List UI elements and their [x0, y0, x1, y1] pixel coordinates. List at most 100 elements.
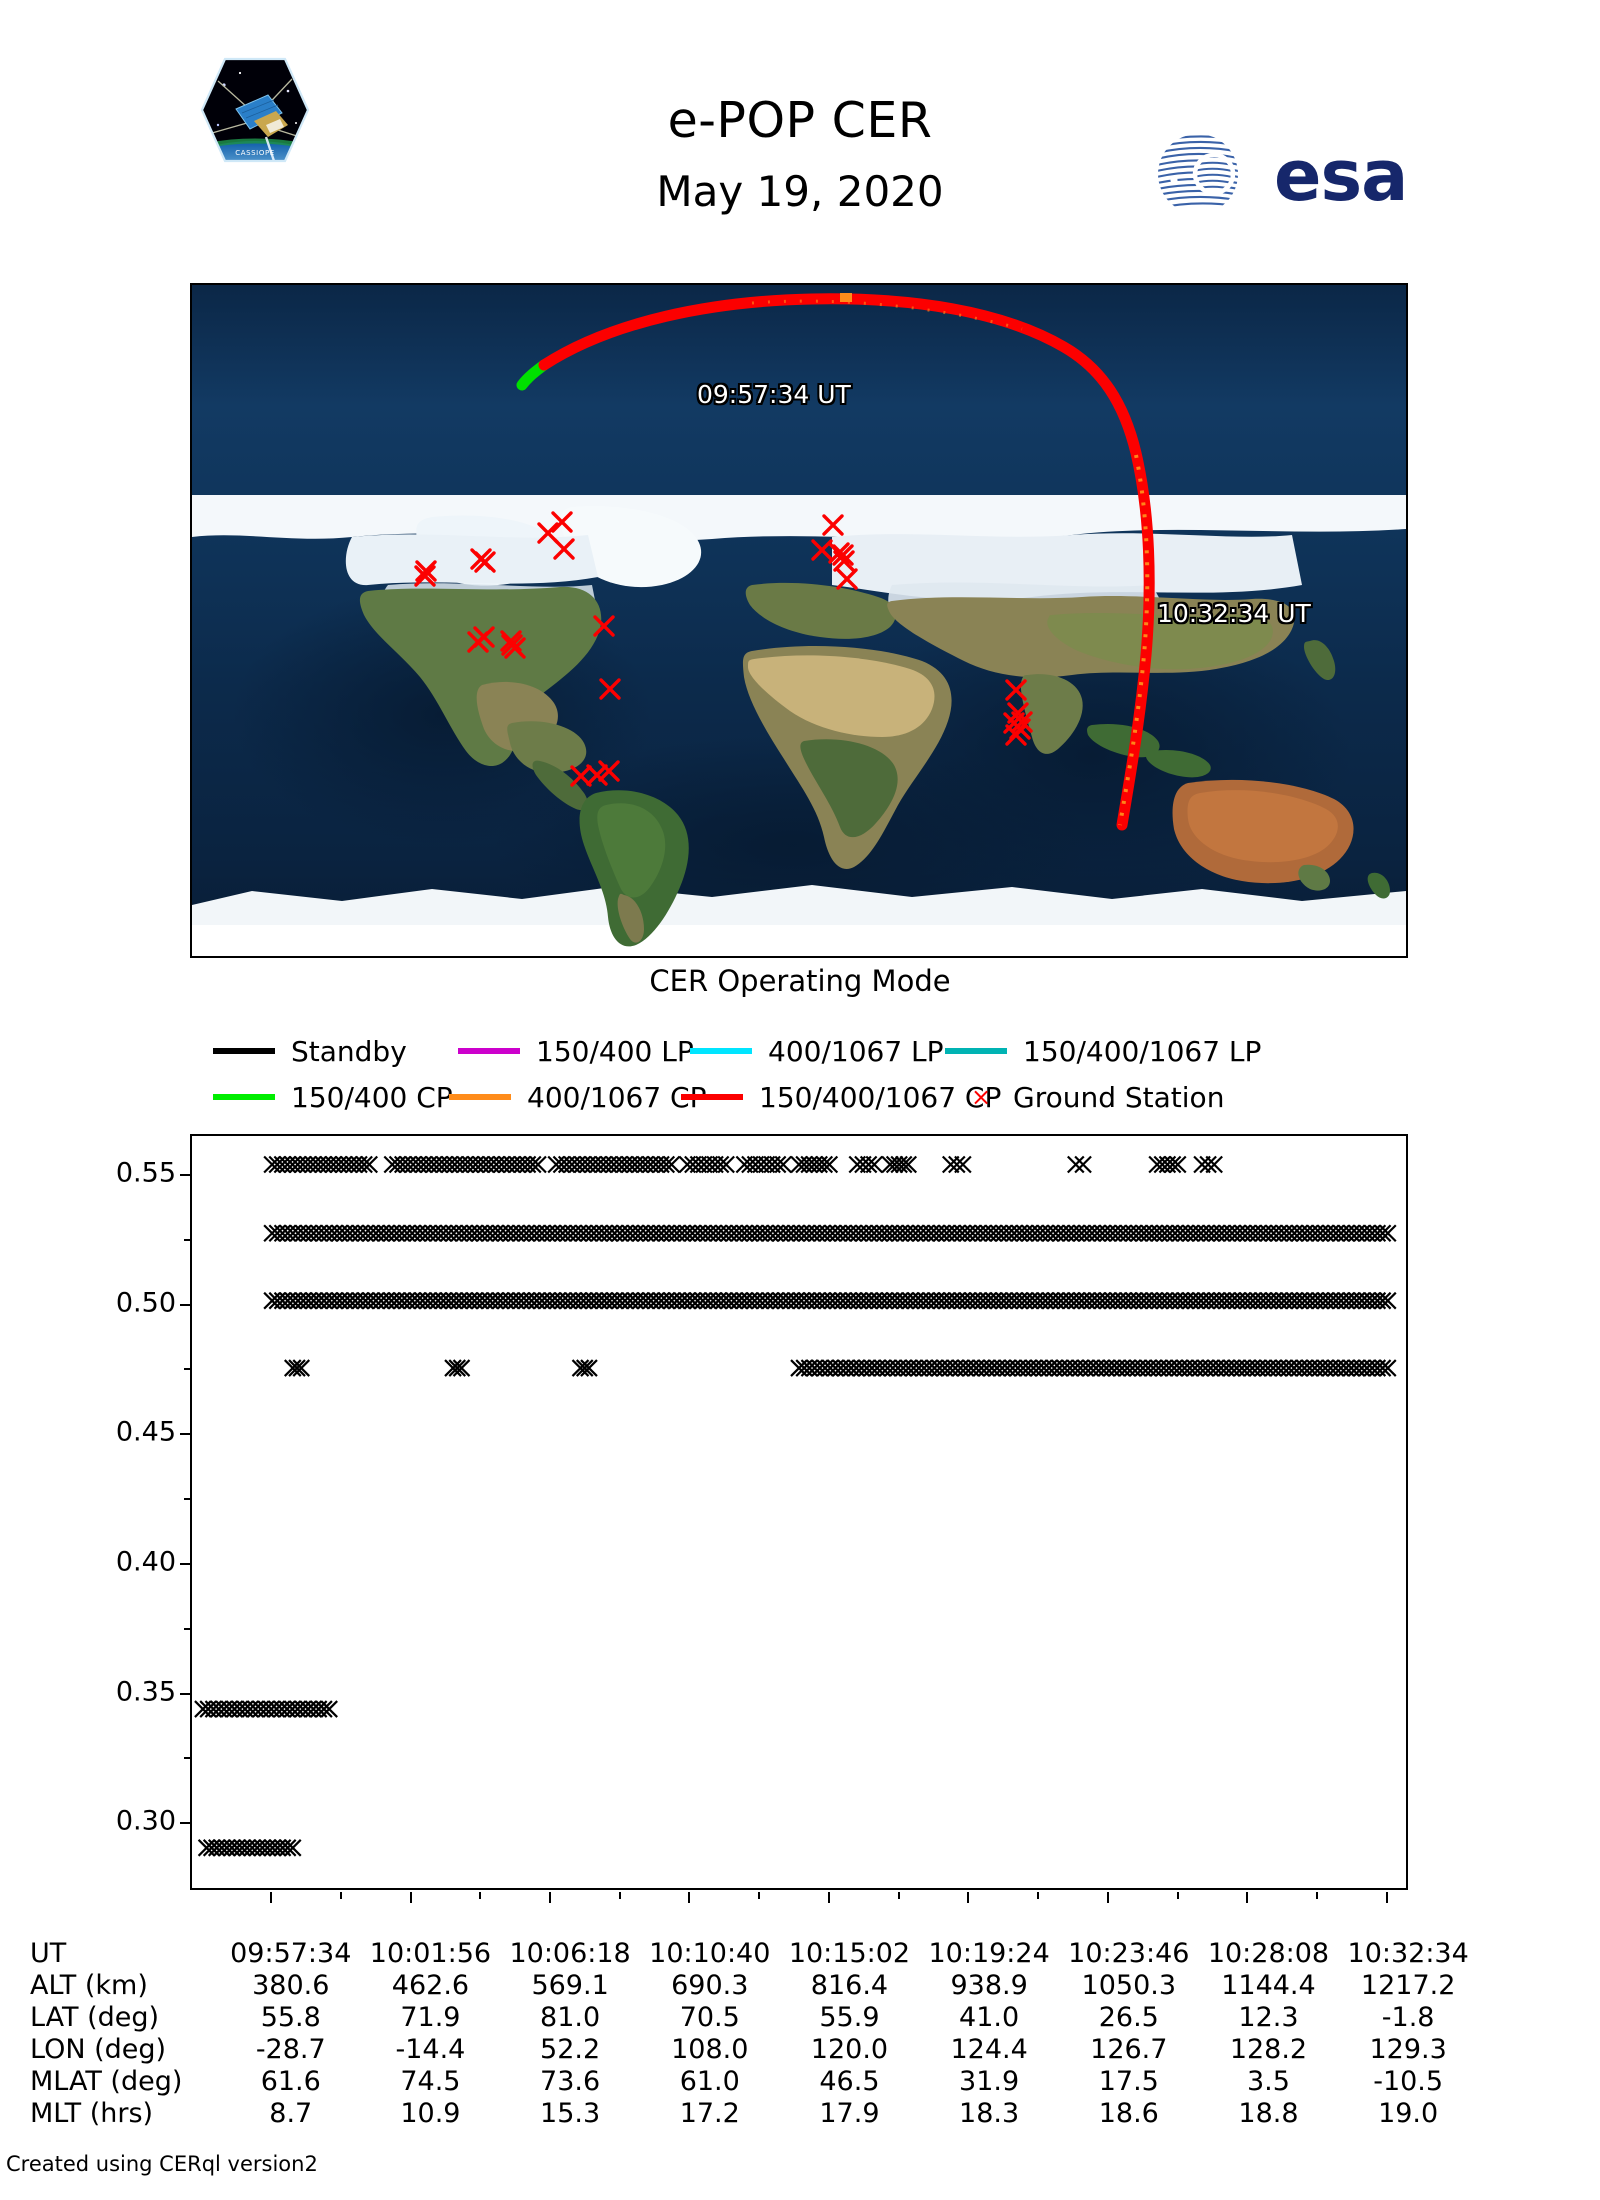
world-map-orbit-track[interactable]: 09:57:34 UT 10:32:34 UT	[190, 283, 1408, 958]
table-cell: 120.0	[810, 2033, 889, 2065]
legend-swatch	[458, 1048, 520, 1054]
page-date: May 19, 2020	[656, 167, 944, 216]
table-row-label: MLT (hrs)	[30, 2097, 154, 2129]
table-cell: 81.0	[540, 2001, 601, 2033]
cassiope-satellite-logo: CASSIOPE	[196, 51, 314, 169]
table-cell: -14.4	[395, 2033, 466, 2065]
legend-swatch	[681, 1094, 743, 1100]
ephemeris-table-grid: UT 09:57:34 10:01:56 10:06:18 10:10:40 10:15:…	[30, 1937, 1478, 2129]
table-cell: 46.5	[819, 2065, 880, 2097]
legend-swatch	[449, 1094, 511, 1100]
table-cell: 380.6	[252, 1969, 330, 2001]
table-cell: 31.9	[959, 2065, 1020, 2097]
table-cell: 126.7	[1090, 2033, 1168, 2065]
legend-item-ground-station[interactable]: × Ground Station	[961, 1081, 1225, 1114]
table-cell: 61.0	[679, 2065, 740, 2097]
legend-item-400-1067-lp[interactable]: 400/1067 LP	[690, 1035, 945, 1068]
legend-label: Standby	[291, 1034, 407, 1068]
table-cell: 10:10:40	[649, 1937, 771, 1969]
table-cell: 74.5	[400, 2065, 461, 2097]
y-tick-label: 0.50	[115, 1287, 176, 1319]
table-row-label: LAT (deg)	[30, 2001, 160, 2033]
table-cell: 17.9	[819, 2097, 880, 2129]
table-cell: 26.5	[1098, 2001, 1159, 2033]
y-tick-label: 0.45	[115, 1416, 176, 1448]
x-tick-minor	[758, 1892, 761, 1899]
x-tick-mark	[827, 1892, 830, 1903]
cassiope-logo-caption: CASSIOPE	[235, 149, 275, 157]
table-cell: 816.4	[810, 1969, 889, 2001]
y-tick-label: 0.35	[115, 1676, 176, 1708]
table-cell: 569.1	[531, 1969, 609, 2001]
map-canvas	[192, 285, 1406, 956]
esa-logo-wordmark: esa	[1274, 135, 1407, 217]
x-tick-mark	[1246, 1892, 1249, 1903]
legend-item-150-400-1067-cp[interactable]: 150/400/1067 CP	[681, 1081, 1001, 1114]
ephemeris-table: UT 09:57:34 10:01:56 10:06:18 10:10:40 10:15:…	[0, 1937, 1600, 2129]
orbit-segment-150-400-1067-cp	[538, 293, 1155, 831]
table-cell: 52.2	[540, 2033, 601, 2065]
y-tick-label: 0.55	[115, 1157, 176, 1189]
legend-item-150-400-cp[interactable]: 150/400 CP	[213, 1081, 453, 1114]
table-cell: 19.0	[1378, 2097, 1439, 2129]
x-tick-minor	[1316, 1892, 1319, 1899]
y-tick-label: 0.40	[115, 1546, 176, 1578]
y-tick-mark	[180, 1562, 190, 1565]
legend-label: 150/400/1067 LP	[1023, 1034, 1262, 1068]
x-tick-minor	[897, 1892, 900, 1899]
y-tick-mark	[180, 1173, 190, 1176]
legend-item-standby[interactable]: Standby	[213, 1035, 458, 1068]
x-tick-mark	[1106, 1892, 1109, 1903]
table-row: ALT (km) 380.6 462.6 569.1 690.3 816.4 938.9 10…	[30, 1969, 1478, 2001]
esa-logo: esa	[1152, 128, 1452, 218]
legend: Standby 150/400 LP 400/1067 LP 150/400/1067…	[213, 1028, 1443, 1120]
legend-title: CER Operating Mode	[649, 964, 951, 998]
x-tick-minor	[1037, 1892, 1040, 1899]
table-row: LAT (deg) 55.8 71.9 81.0 70.5 55.9 41.0 26.5 12.…	[30, 2001, 1478, 2033]
table-cell: 71.9	[400, 2001, 461, 2033]
table-cell: 10:32:34	[1347, 1937, 1469, 1969]
legend-label: 400/1067 CP	[527, 1080, 707, 1114]
table-cell: 10:19:24	[928, 1937, 1050, 1969]
table-row-label: LON (deg)	[30, 2033, 167, 2065]
legend-item-400-1067-cp[interactable]: 400/1067 CP	[449, 1081, 706, 1114]
table-row-label: UT	[30, 1937, 67, 1969]
table-cell: 1217.2	[1360, 1969, 1456, 2001]
y-tick-minor	[184, 1238, 190, 1241]
x-tick-mark	[549, 1892, 552, 1903]
table-cell: 1144.4	[1221, 1969, 1316, 2001]
table-cell: 61.6	[260, 2065, 321, 2097]
table-cell: 124.4	[950, 2033, 1028, 2065]
y-tick-minor	[184, 1498, 190, 1501]
x-tick-minor	[339, 1892, 342, 1899]
table-row-label: MLAT (deg)	[30, 2065, 183, 2097]
x-tick-mark	[1385, 1892, 1388, 1903]
table-cell: 10:28:08	[1207, 1937, 1330, 1969]
table-cell: 3.5	[1246, 2065, 1290, 2097]
table-cell: 128.2	[1229, 2033, 1308, 2065]
legend-item-150-400-1067-lp[interactable]: 150/400/1067 LP	[945, 1035, 1261, 1068]
plot-area[interactable]	[190, 1134, 1408, 1890]
table-cell: -1.8	[1381, 2001, 1435, 2033]
page-title: e-POP CER	[667, 92, 933, 149]
table-cell: 10.9	[400, 2097, 461, 2129]
legend-label: Ground Station	[1013, 1080, 1225, 1114]
table-cell: 18.6	[1098, 2097, 1159, 2129]
legend-row: Standby 150/400 LP 400/1067 LP 150/400/1067…	[213, 1028, 1443, 1074]
legend-swatch	[945, 1048, 1007, 1054]
legend-row: 150/400 CP 400/1067 CP 150/400/1067 CP × Gro…	[213, 1074, 1443, 1120]
page-header: CASSIOPE e-POP CER May 19, 2020	[0, 0, 1600, 217]
table-cell: 129.3	[1369, 2033, 1447, 2065]
y-tick-label: 0.30	[115, 1805, 176, 1837]
table-cell: 10:15:02	[788, 1937, 911, 1969]
legend-swatch	[213, 1094, 275, 1100]
legend-item-150-400-lp[interactable]: 150/400 LP	[458, 1035, 694, 1068]
legend-label: 150/400 CP	[291, 1080, 453, 1114]
title-block: e-POP CER May 19, 2020	[0, 96, 1600, 213]
x-tick-mark	[967, 1892, 970, 1903]
table-cell: 10:01:56	[369, 1937, 492, 1969]
table-cell: 12.3	[1238, 2001, 1299, 2033]
table-row-label: ALT (km)	[30, 1969, 148, 2001]
legend-swatch	[690, 1048, 752, 1054]
table-cell: 55.9	[819, 2001, 880, 2033]
